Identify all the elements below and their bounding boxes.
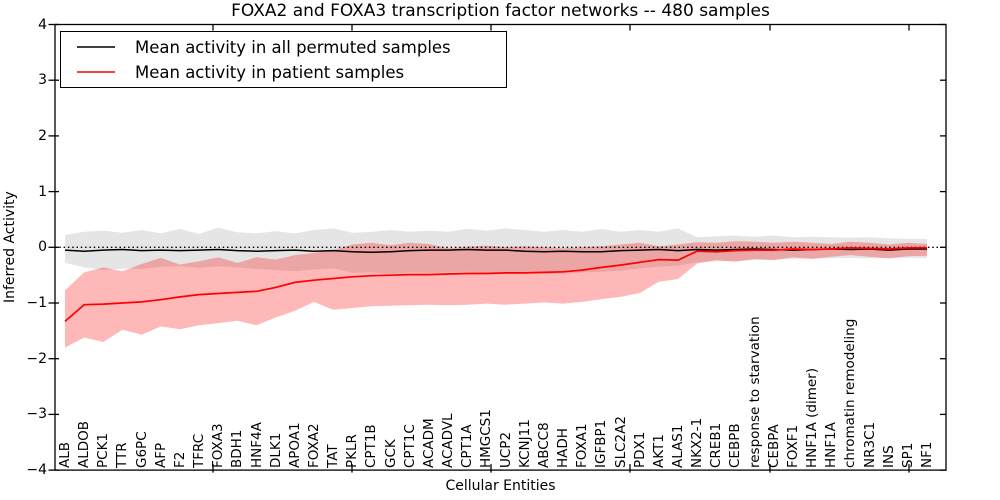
- x-category-label: TFRC: [191, 433, 208, 468]
- x-category-label: FOXA1: [574, 423, 591, 468]
- x-category-label: CREB1: [708, 422, 725, 468]
- permuted-confidence-band: [65, 227, 927, 274]
- x-category-label: ALB: [57, 441, 73, 468]
- legend-line-patient-icon: [77, 71, 115, 73]
- x-category-label: ALDOB: [76, 420, 93, 468]
- y-tick-label: 3: [38, 72, 47, 89]
- legend-line-permuted-icon: [77, 46, 115, 48]
- x-category-label: TTR: [114, 442, 131, 468]
- patient-mean-line: [64, 247, 927, 323]
- y-tick-label: −2: [26, 350, 47, 367]
- x-category-label: ACADVL: [440, 413, 457, 468]
- x-category-label: APOA1: [286, 422, 303, 468]
- x-category-label: UCP2: [497, 431, 514, 468]
- y-tick-label: 2: [38, 127, 47, 144]
- x-category-label: ABCC8: [535, 422, 552, 468]
- legend-label-permuted: Mean activity in all permuted samples: [135, 37, 451, 57]
- x-category-label: NKX2-1: [689, 417, 706, 468]
- y-tick-label: 4: [38, 16, 47, 33]
- x-category-label: BDH1: [229, 429, 246, 468]
- x-category-label: KCNJ11: [516, 419, 533, 468]
- legend-row-patient: Mean activity in patient samples: [61, 62, 506, 82]
- x-category-label: TAT: [325, 444, 342, 468]
- x-category-label: HMGCS1: [478, 409, 495, 468]
- legend: Mean activity in all permuted samples Me…: [60, 31, 507, 88]
- x-category-label: HADH: [555, 428, 572, 468]
- x-category-label: HNF1A (dimer): [804, 368, 821, 468]
- x-category-label: CPT1B: [363, 424, 380, 468]
- x-category-label: HNF1A: [823, 422, 840, 468]
- x-category-label: DLK1: [267, 432, 284, 468]
- y-tick-label: 1: [38, 183, 47, 200]
- x-category-label: INS: [880, 445, 897, 468]
- x-category-label: NR3C1: [861, 421, 878, 468]
- x-category-label: chromatin remodeling: [842, 318, 859, 468]
- y-tick-label: −1: [26, 295, 47, 311]
- x-category-label: FOXA3: [210, 423, 227, 468]
- y-tick-label: 0: [38, 239, 47, 256]
- y-tick-label: −4: [26, 462, 47, 479]
- legend-label-patient: Mean activity in patient samples: [135, 62, 405, 82]
- y-tick-label: −3: [26, 406, 47, 423]
- x-category-label: GCK: [382, 439, 399, 468]
- x-category-label: NF1: [919, 441, 935, 468]
- x-category-label: G6PC: [133, 431, 150, 468]
- x-category-label: PCK1: [95, 432, 112, 468]
- x-category-label: SLC2A2: [612, 416, 629, 468]
- x-category-label: FOXA2: [306, 423, 323, 468]
- x-category-label: AKT1: [650, 434, 667, 468]
- patient-confidence-band: [65, 241, 927, 348]
- x-category-label: IGFBP1: [593, 419, 610, 468]
- x-category-label: CEBPA: [765, 424, 782, 468]
- x-category-label: CEBPB: [727, 423, 744, 468]
- x-category-label: ALAS1: [669, 424, 686, 468]
- x-category-label: CPT1C: [401, 424, 418, 468]
- x-category-label: FOXF1: [784, 424, 801, 468]
- x-category-label: HNF4A: [248, 422, 265, 468]
- x-category-label: SP1: [899, 442, 916, 468]
- legend-row-permuted: Mean activity in all permuted samples: [61, 37, 506, 57]
- x-category-label: AFP: [152, 442, 169, 468]
- x-category-label: ACADM: [420, 418, 437, 468]
- x-category-label: CPT1A: [459, 424, 476, 468]
- chart-title: FOXA2 and FOXA3 transcription factor net…: [231, 1, 770, 21]
- x-category-label: PKLR: [344, 434, 361, 468]
- x-axis-label: Cellular Entities: [445, 478, 556, 494]
- x-category-label: F2: [171, 451, 188, 468]
- x-category-label: response to starvation: [746, 316, 763, 468]
- x-category-label: PDX1: [631, 431, 648, 468]
